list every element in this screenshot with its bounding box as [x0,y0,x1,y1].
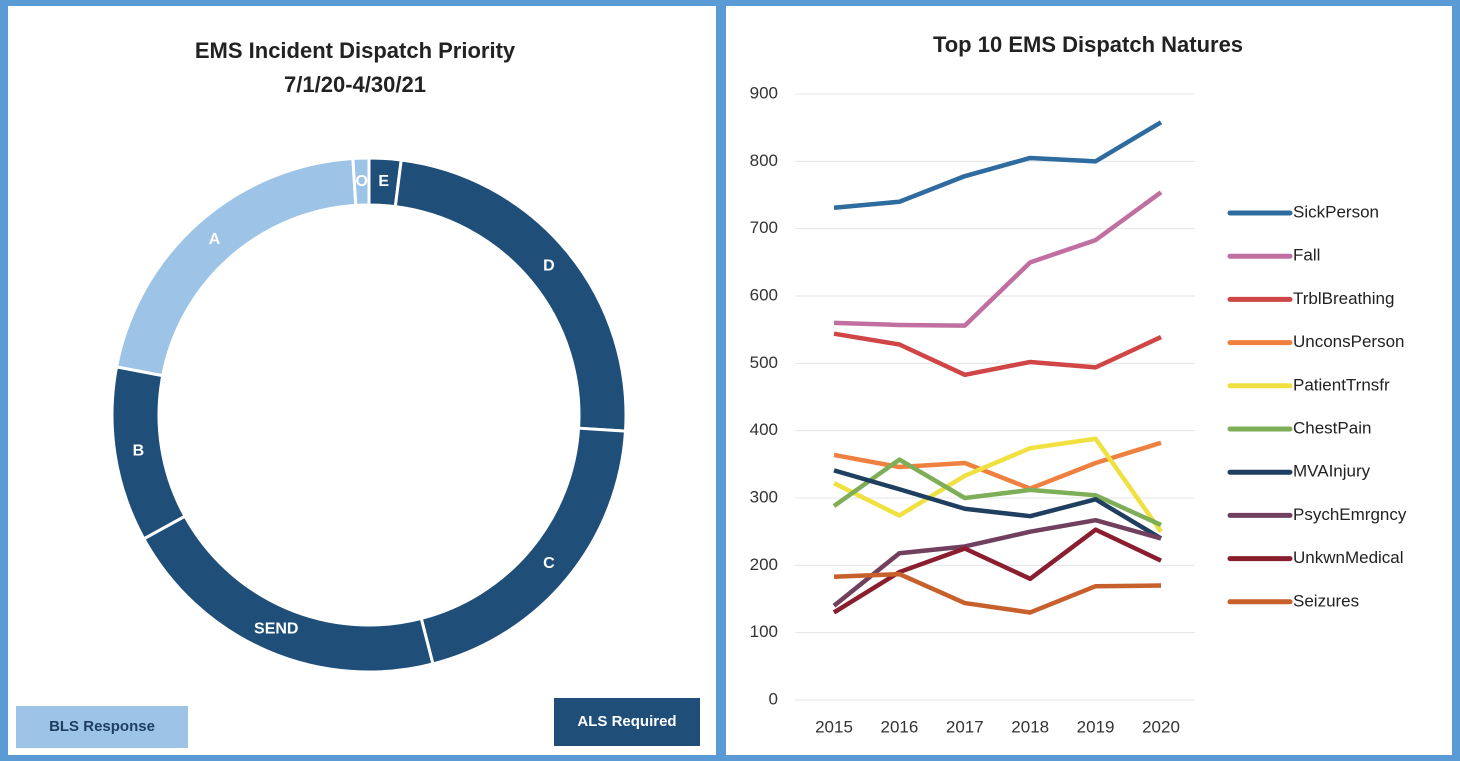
y-tick-label: 700 [750,218,778,237]
legend-label: BLS Response [49,718,155,735]
y-tick-label: 800 [750,151,778,170]
segment-label: B [133,443,145,460]
y-tick-label: 500 [750,353,778,372]
x-tick-label: 2020 [1142,717,1180,736]
segment-label: O [355,173,367,190]
legend-box [554,698,700,746]
donut-segment [110,365,188,541]
legend-label: PatientTrnsfr [1293,375,1390,394]
legend-label: ChestPain [1293,418,1371,437]
chart-title: Top 10 EMS Dispatch Natures [933,32,1243,57]
x-tick-label: 2016 [880,717,918,736]
y-tick-label: 900 [750,83,778,102]
legend-label: Seizures [1293,591,1359,610]
series-line [833,331,1162,378]
donut-segment [114,156,358,378]
series-line [833,468,1163,541]
x-tick-label: 2015 [815,717,853,736]
x-tick-label: 2019 [1077,717,1115,736]
segment-label: E [378,173,389,190]
legend-label: MVAInjury [1293,462,1371,481]
legend-label: TrblBreathing [1293,289,1394,308]
segment-label: A [209,231,221,248]
y-tick-label: 100 [750,622,778,641]
segment-label: D [543,257,555,274]
x-tick-label: 2018 [1011,717,1049,736]
series-line [833,571,1162,615]
legend-label: UnconsPerson [1293,332,1405,351]
y-tick-label: 200 [750,555,778,574]
series-line [832,527,1162,615]
series-line [832,517,1162,608]
y-tick-label: 300 [750,487,778,506]
legend-label: SickPerson [1293,202,1379,221]
series-line [833,436,1163,533]
legend-box [16,706,188,748]
segment-label: SEND [254,621,298,638]
line-panel [726,6,1452,755]
series-line [832,457,1162,527]
series-line [833,190,1163,328]
donut-segment [351,156,371,208]
y-tick-label: 400 [750,420,778,439]
legend-label: PsychEmrgncy [1293,505,1407,524]
x-tick-label: 2017 [946,717,984,736]
chart-title: EMS Incident Dispatch Priority [195,38,516,63]
series-line [833,120,1163,211]
chart-subtitle: 7/1/20-4/30/21 [284,72,426,97]
legend-label: UnkwnMedical [1293,548,1404,567]
donut-segment [141,514,435,674]
y-tick-label: 0 [769,689,778,708]
legend-label: Fall [1293,246,1320,265]
y-tick-label: 600 [750,285,778,304]
legend-label: ALS Required [577,713,676,730]
donut-segment [393,158,628,433]
segment-label: C [543,555,555,572]
donut-segment [419,426,628,666]
